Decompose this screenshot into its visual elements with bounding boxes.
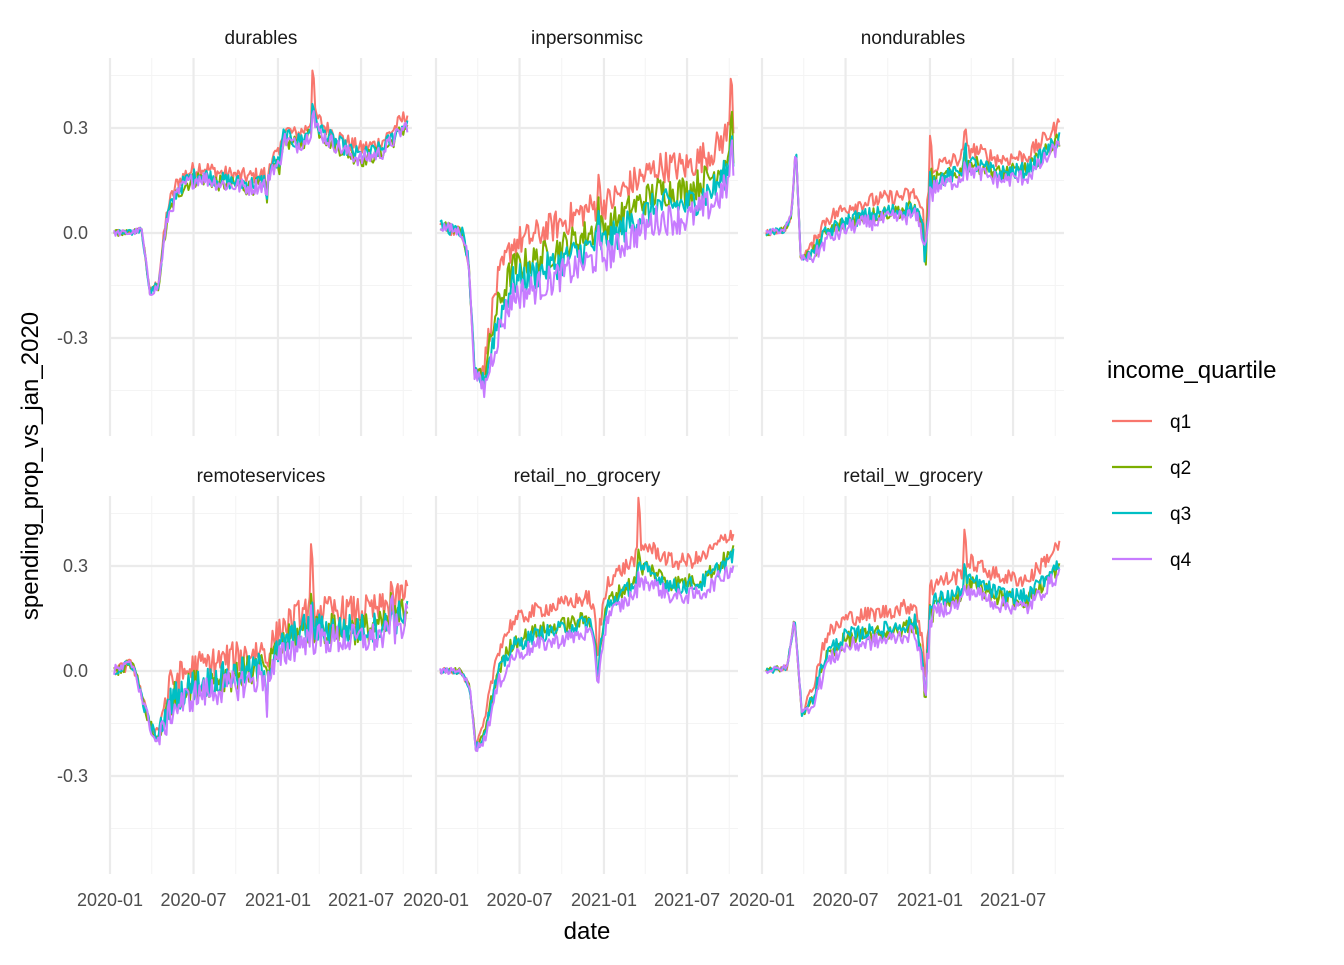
legend-title: income_quartile [1107, 357, 1276, 384]
legend-item-q3: q3 [1112, 504, 1191, 525]
facet-strip-label: retail_no_grocery [514, 466, 661, 487]
x-tick-label: 2021-01 [897, 890, 963, 910]
y-tick-label: -0.3 [57, 766, 88, 786]
facet-panels: durables inpersonmisc nondurables remoteser… [108, 28, 1064, 874]
x-tick-label: 2020-07 [487, 890, 553, 910]
x-tick-label: 2021-07 [980, 890, 1046, 910]
series-line-q3 [113, 102, 409, 294]
legend-item-q1: q1 [1112, 412, 1191, 433]
y-tick-label: 0.0 [63, 661, 88, 681]
facet-strip-label: inpersonmisc [531, 28, 643, 49]
series-line-q4 [765, 568, 1061, 715]
y-axis-title: spending_prop_vs_jan_2020 [17, 312, 44, 620]
panel-retail_no_grocery: retail_no_grocery [434, 466, 738, 874]
series-line-q3 [765, 560, 1061, 717]
facet-strip-label: nondurables [861, 28, 966, 49]
series-line-q1 [113, 543, 409, 739]
x-tick-label: 2020-07 [161, 890, 227, 910]
series-line-q1 [765, 528, 1061, 715]
series-line-q4 [113, 110, 409, 296]
facet-strip-label: durables [225, 28, 298, 49]
y-tick-label: 0.0 [63, 223, 88, 243]
x-tick-label: 2021-01 [571, 890, 637, 910]
legend: income_quartile q1 q2 q3 q4 [1107, 357, 1276, 571]
series-line-q3 [765, 132, 1061, 263]
series-line-q3 [439, 135, 735, 393]
legend-label: q3 [1170, 504, 1191, 525]
panel-nondurables: nondurables [760, 28, 1064, 436]
series-line-q4 [439, 565, 735, 753]
x-axis-title: date [564, 918, 611, 945]
series-line-q4 [113, 594, 409, 746]
x-tick-label: 2020-01 [77, 890, 143, 910]
series-line-q3 [113, 600, 409, 742]
x-tick-label: 2021-01 [245, 890, 311, 910]
series-line-q2 [439, 110, 735, 386]
series-line-q2 [113, 105, 409, 296]
x-tick-label: 2020-01 [729, 890, 795, 910]
legend-label: q1 [1170, 412, 1191, 433]
legend-label: q2 [1170, 458, 1191, 479]
series-line-q1 [439, 77, 735, 377]
y-tick-label: 0.3 [63, 118, 88, 138]
panel-durables: durables [108, 28, 412, 436]
axes: -0.3 0.0 0.3 -0.3 0.0 0.3 2020-01 2020-07 2021-0… [57, 118, 1046, 910]
y-tick-label: 0.3 [63, 556, 88, 576]
panel-remoteservices: remoteservices [108, 466, 412, 874]
series-line-q4 [765, 140, 1061, 264]
legend-label: q4 [1170, 550, 1192, 571]
x-tick-label: 2020-07 [813, 890, 879, 910]
facet-strip-label: retail_w_grocery [843, 466, 983, 487]
x-tick-label: 2021-07 [654, 890, 720, 910]
panel-inpersonmisc: inpersonmisc [434, 28, 738, 436]
legend-item-q4: q4 [1112, 550, 1192, 571]
x-tick-label: 2020-01 [403, 890, 469, 910]
series-line-q1 [765, 118, 1061, 259]
series-line-q1 [439, 496, 735, 745]
facet-strip-label: remoteservices [197, 466, 326, 487]
panel-retail_w_grocery: retail_w_grocery [760, 466, 1064, 874]
legend-item-q2: q2 [1112, 458, 1191, 479]
series-line-q4 [439, 139, 735, 399]
x-tick-label: 2021-07 [328, 890, 394, 910]
y-tick-label: -0.3 [57, 328, 88, 348]
